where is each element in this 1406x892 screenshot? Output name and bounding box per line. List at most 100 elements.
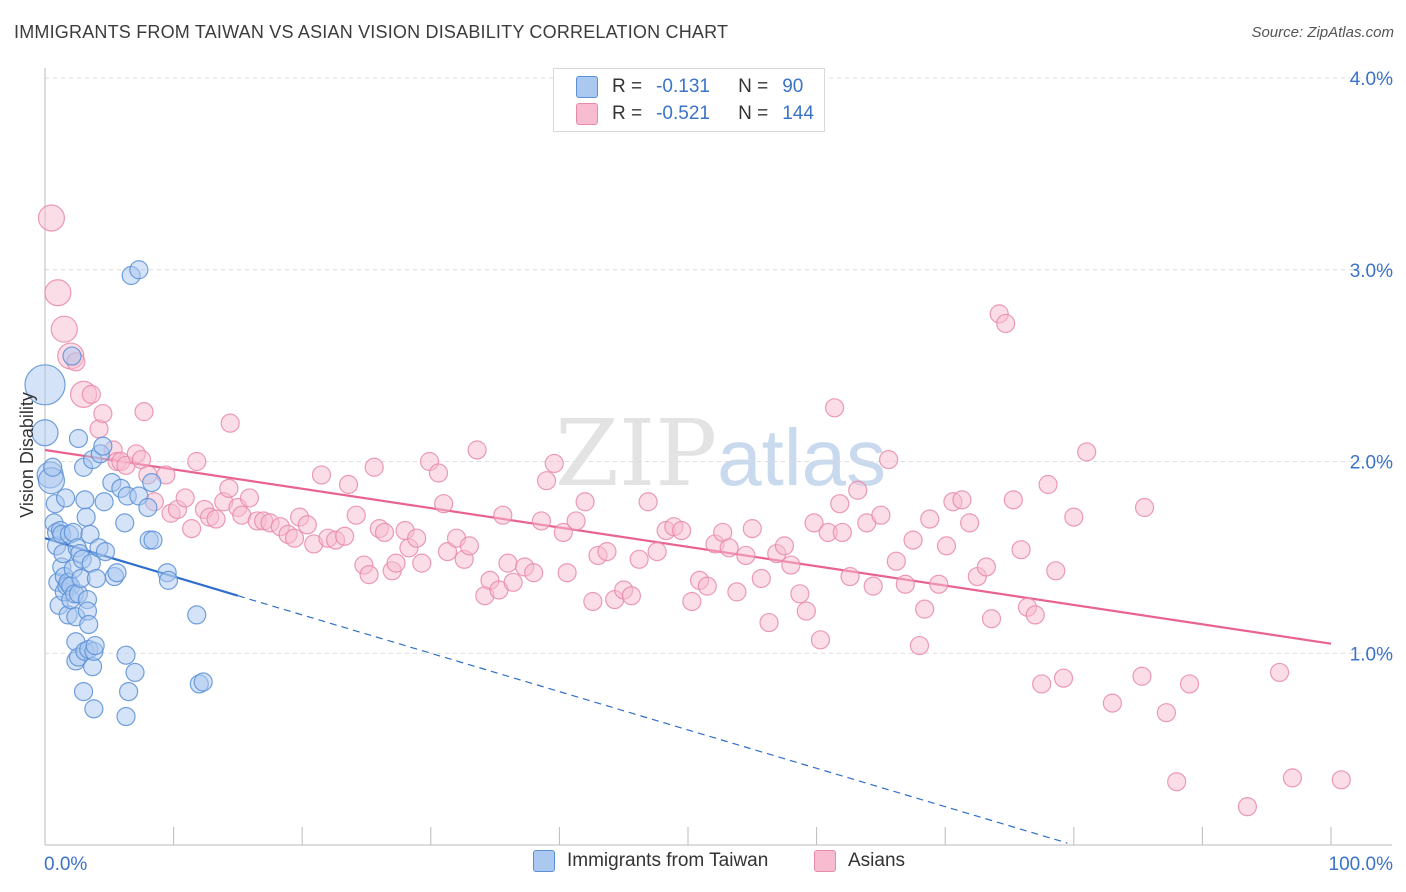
asians-point: [976, 557, 996, 577]
watermark-zip: ZIP: [555, 400, 718, 507]
asians-point: [736, 545, 756, 566]
asians-point: [863, 576, 883, 596]
legend-n-value: 90: [782, 76, 804, 97]
taiwan-point: [187, 605, 207, 625]
taiwan-point: [138, 497, 158, 518]
asians-point: [503, 572, 523, 592]
asians-point: [810, 630, 831, 650]
asians-point: [536, 471, 557, 491]
bottom-swatch-asians: [814, 850, 836, 872]
asians-point: [909, 635, 930, 656]
taiwan-point: [129, 260, 149, 280]
legend-swatch-taiwan: [576, 76, 598, 98]
taiwan-point: [43, 457, 63, 477]
asians-point: [346, 505, 366, 525]
asians-point: [524, 563, 544, 583]
asians-point: [566, 511, 586, 531]
taiwan-point: [84, 699, 104, 719]
taiwan-point: [31, 419, 59, 447]
asians-point: [1269, 662, 1290, 683]
asians-point: [1003, 490, 1023, 510]
asians-point: [175, 488, 195, 508]
legend-row-asians: R = -0.521 N = 144: [576, 101, 814, 127]
asians-point: [804, 513, 824, 533]
asians-point: [206, 509, 226, 529]
asians-point: [759, 612, 779, 633]
taiwan-point: [75, 490, 95, 510]
y-tick-label: 2.0%: [1350, 453, 1393, 474]
bottom-legend-asians: Asians: [814, 850, 905, 872]
legend-swatch-asians: [576, 103, 598, 125]
asians-point: [81, 384, 101, 404]
taiwan-point: [116, 645, 136, 665]
asians-point: [434, 494, 454, 514]
asians-point: [93, 403, 113, 424]
asians-point: [220, 413, 240, 433]
taiwan-point: [107, 563, 127, 583]
asians-point: [134, 402, 154, 422]
asians-point: [629, 549, 649, 569]
asians-point: [284, 528, 305, 548]
taiwan-point: [62, 346, 82, 366]
asians-point: [1011, 540, 1031, 560]
asians-point: [1134, 497, 1155, 518]
asians-point: [583, 591, 603, 612]
legend-n-label: N =: [738, 103, 769, 124]
asians-point: [187, 451, 207, 472]
asians-point: [996, 313, 1016, 334]
legend-r-value: -0.131: [656, 76, 710, 97]
asians-point: [727, 582, 747, 602]
asians-point: [1077, 442, 1097, 462]
asians-point: [412, 553, 432, 573]
asians-point: [774, 536, 795, 556]
asians-point: [1237, 797, 1258, 817]
taiwan-point: [158, 570, 179, 590]
asians-point: [871, 505, 891, 525]
asians-point: [437, 542, 458, 562]
asians-point: [493, 505, 513, 525]
taiwan-point: [143, 530, 163, 550]
asians-point: [895, 574, 915, 594]
asians-point: [311, 465, 332, 485]
asians-point: [1331, 770, 1351, 790]
legend-r-label: R =: [612, 76, 643, 97]
asians-point: [790, 584, 810, 604]
asians-point: [498, 553, 518, 573]
asians-point: [840, 566, 860, 587]
tick-labels: 1.0% 2.0% 3.0% 4.0% 0.0% 100.0% Vision Disabil…: [17, 69, 1393, 875]
asians-point: [751, 568, 771, 589]
asians-point: [428, 463, 449, 483]
chart-title: IMMIGRANTS FROM TAIWAN VS ASIAN VISION D…: [14, 22, 729, 42]
taiwan-point: [94, 492, 114, 512]
asians-point: [960, 513, 980, 533]
asians-point: [219, 478, 239, 498]
legend-row-taiwan: R = -0.131 N = 90: [576, 74, 803, 100]
taiwan-point: [116, 706, 136, 727]
legend-r-value: -0.521: [656, 103, 710, 124]
asians-point: [781, 555, 801, 575]
taiwan-point: [68, 428, 89, 449]
asians-point: [459, 536, 479, 556]
taiwan-point: [142, 472, 162, 493]
asians-point: [671, 520, 692, 541]
source-credit: Source: ZipAtlas.com: [1251, 24, 1394, 41]
asians-point: [1167, 772, 1187, 792]
asians-point: [742, 519, 762, 539]
asians-point: [903, 530, 923, 550]
axes: [44, 68, 1392, 846]
asians-point: [575, 492, 595, 512]
asians-point: [1282, 768, 1303, 788]
asians-point: [920, 509, 940, 529]
asians-point: [1032, 674, 1052, 694]
asians-point: [359, 565, 379, 585]
taiwan-point: [95, 542, 116, 562]
asians-point: [239, 488, 260, 508]
asians-point: [981, 609, 1002, 629]
asians-point: [374, 522, 395, 543]
asians-point: [915, 599, 935, 619]
bottom-legend-label: Immigrants from Taiwan: [567, 850, 769, 871]
asians-points: [37, 204, 1351, 817]
gridlines: [45, 77, 1392, 654]
asians-point: [364, 457, 384, 477]
